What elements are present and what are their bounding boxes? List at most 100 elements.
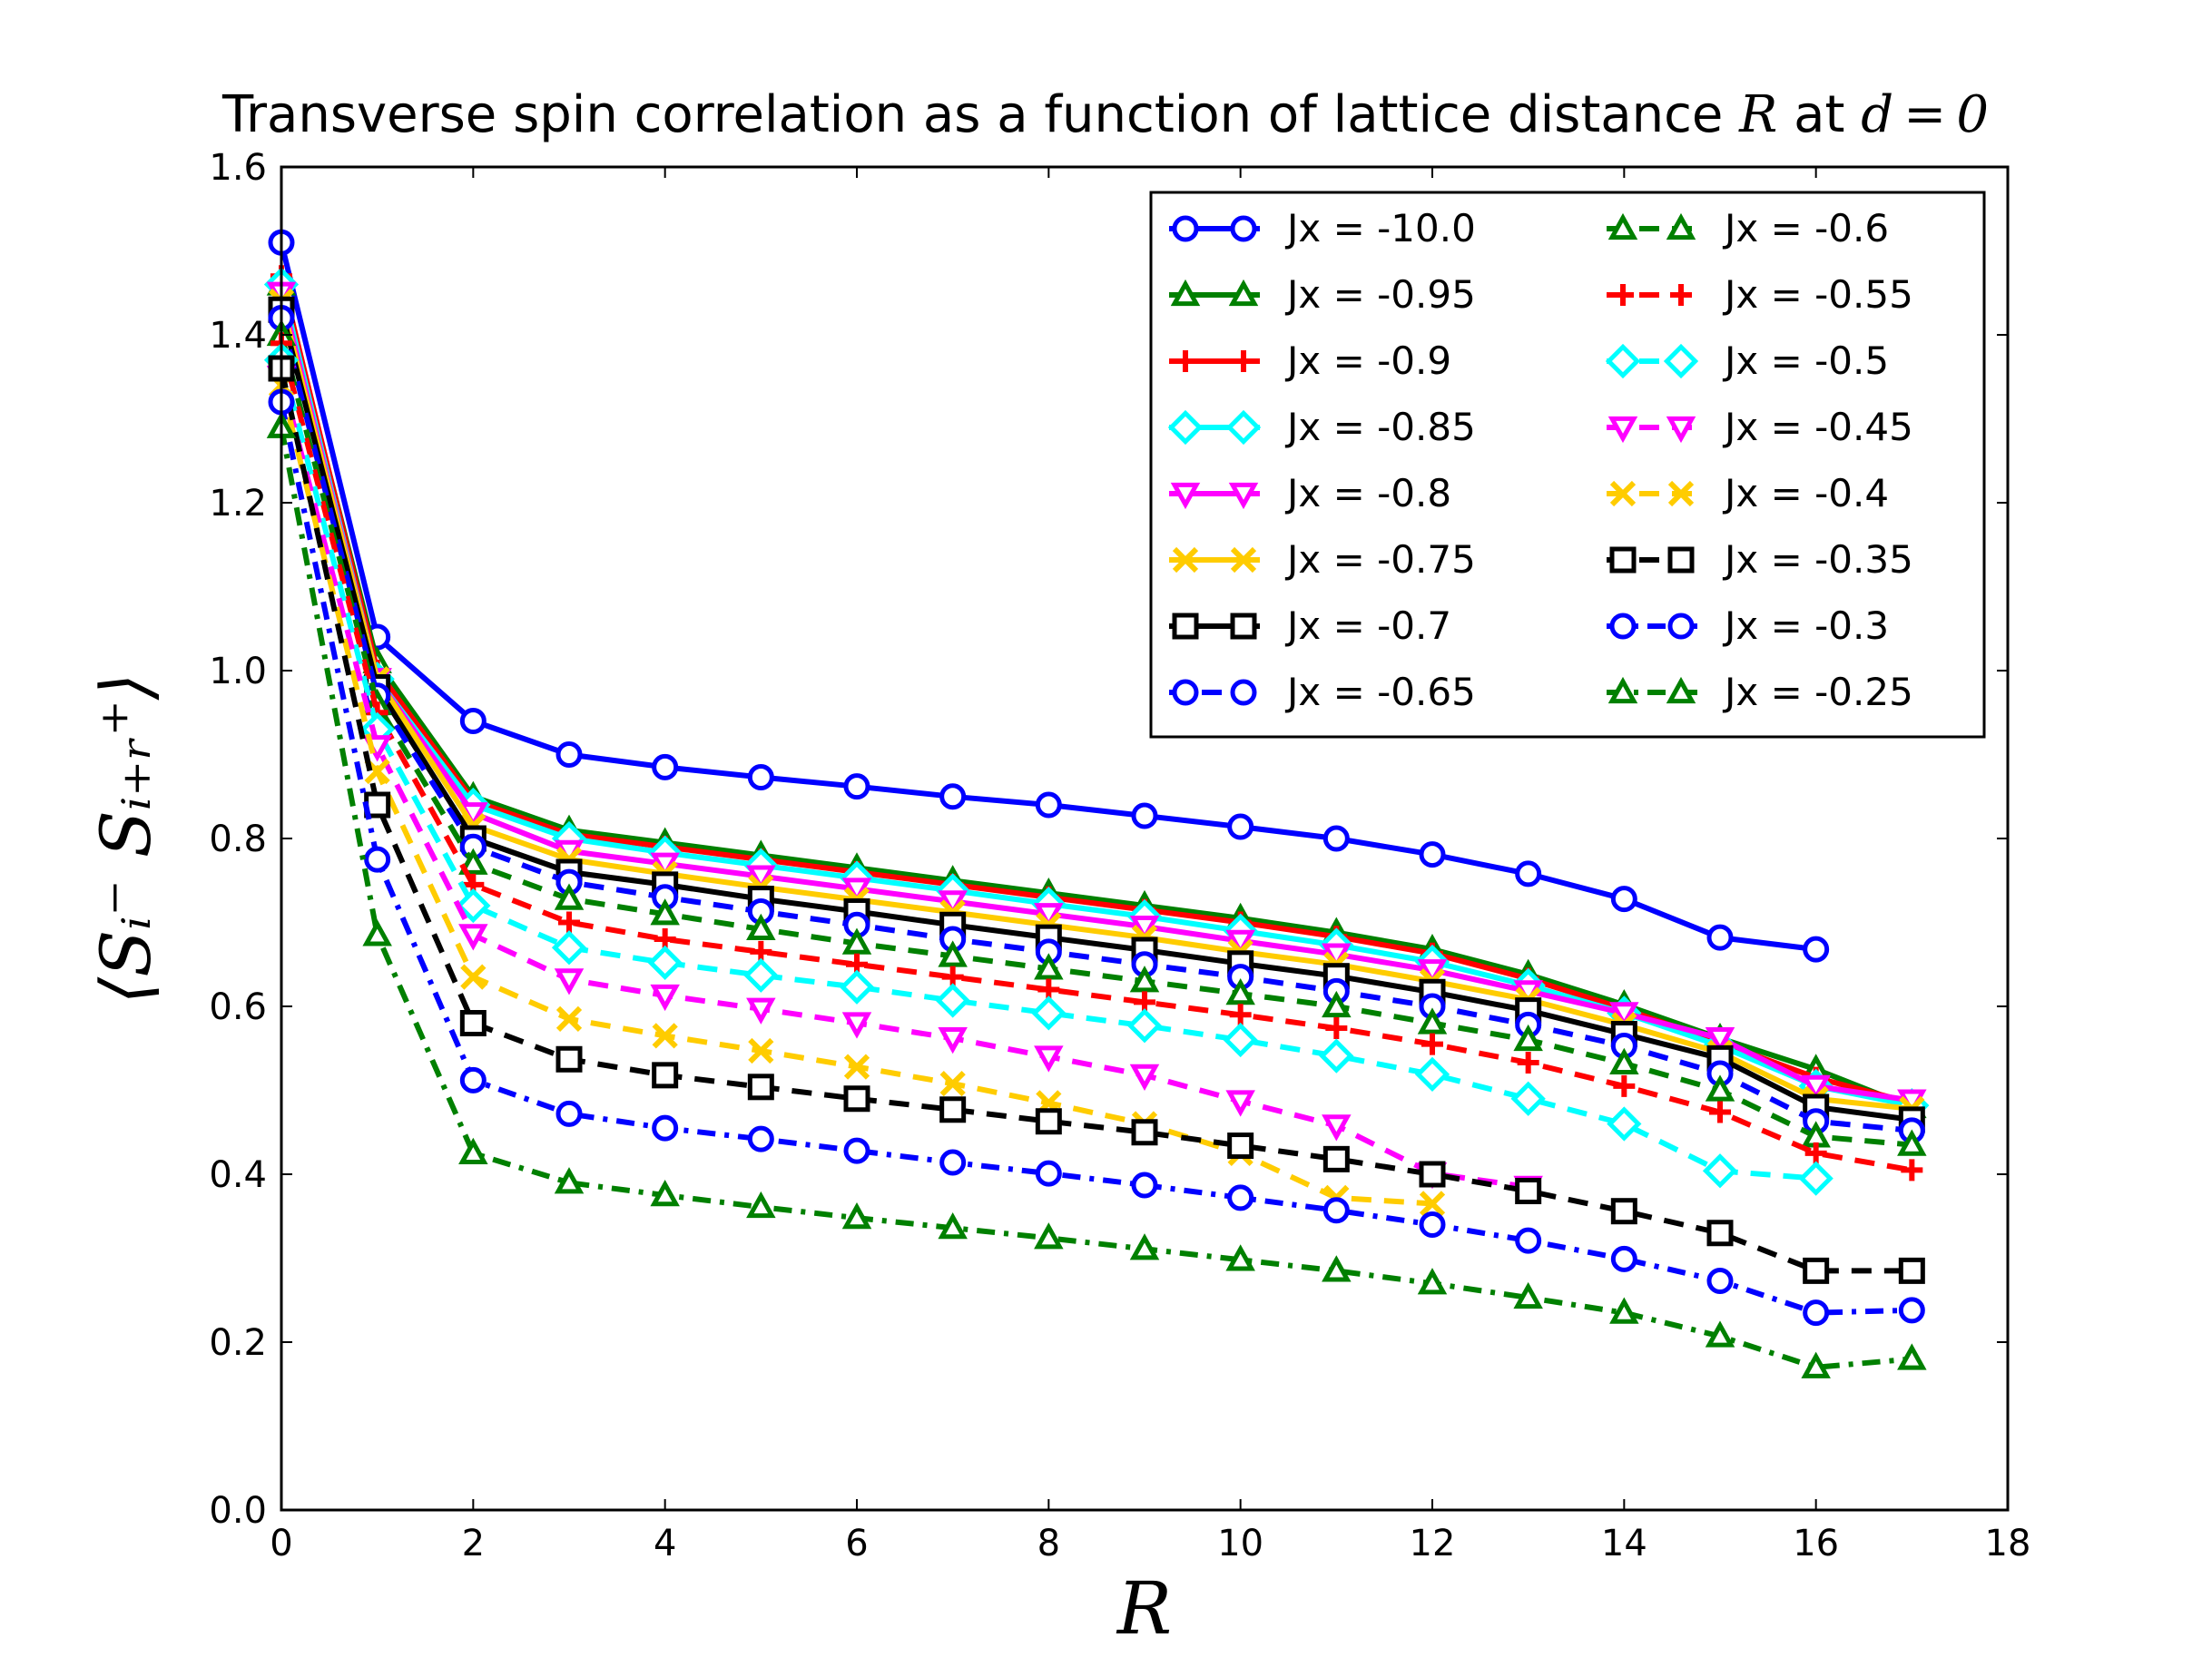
legend-marker [1663,343,1699,379]
data-point [839,969,875,1005]
data-point [1322,1197,1350,1224]
data-point [1897,1129,1927,1156]
data-point [1421,1033,1443,1055]
data-point [1513,1281,1543,1309]
legend-marker [1170,279,1201,307]
data-point [1901,1159,1923,1182]
x-tick-label: 0 [270,1523,292,1564]
legend-frame [1149,191,1986,739]
data-point [1129,1233,1160,1260]
data-point [1319,1038,1354,1074]
series-line [279,283,1913,1110]
y-tick-label: 1.0 [209,651,267,692]
ticks-layer: 0 2 4 6 8 10 12 14 16 18 0.0 0.2 0.4 0.6 0.8 1.0 1.2 1.4 1… [209,147,2030,1564]
data-point [554,883,585,910]
x-tick-label: 6 [845,1523,868,1564]
series-15 [268,388,1925,1327]
data-point [841,878,872,905]
data-point [1798,1161,1834,1196]
data-point [843,773,870,800]
data-point [747,1125,774,1152]
data-point [1801,1074,1831,1103]
data-point [1609,1047,1639,1074]
title-prefix: Transverse spin correlation as a functio… [221,85,1739,144]
y-tick-label: 1.6 [209,147,267,189]
data-point [459,1010,487,1036]
data-point [1515,860,1542,887]
title-equation: d = 0 [1861,85,1989,144]
data-point [1898,1257,1925,1284]
data-point [746,997,776,1025]
data-point [1515,1227,1542,1254]
legend-marker [1172,613,1199,640]
data-point [652,1023,678,1049]
data-point [1803,1299,1830,1327]
legend-label: Jx = -0.5 [1722,338,1889,383]
legend-label: Jx = -0.6 [1722,206,1889,250]
legend-marker [1609,546,1637,574]
data-point [1898,1297,1925,1324]
data-point [747,1074,774,1101]
legend-label: Jx = -0.95 [1284,272,1476,317]
y-tick-label: 1.2 [209,483,267,525]
data-point [1897,1343,1927,1370]
legend-marker [1225,409,1262,446]
data-point [459,708,487,734]
data-point [554,968,585,995]
data-point [1607,1106,1642,1142]
legend-entry: Jx = -0.65 [1169,670,1476,714]
title-mid: at [1777,85,1861,144]
legend-entry: Jx = -0.35 [1607,537,1913,582]
data-point [939,1149,967,1176]
data-point [1610,1198,1637,1225]
data-point [1322,1114,1352,1142]
data-point [935,983,970,1018]
data-point [1325,1017,1348,1040]
data-point [1034,903,1064,930]
data-point [1610,886,1637,913]
data-point [938,1212,968,1240]
legend-entry: Jx = -0.3 [1607,603,1889,648]
legend-label: Jx = -0.25 [1722,670,1913,714]
data-point [1417,1268,1448,1295]
legend-marker [1228,482,1259,510]
legend-marker [1172,546,1199,574]
data-point [555,1005,583,1033]
legend-entry: Jx = -0.5 [1605,338,1889,383]
data-point [652,753,679,780]
data-point [460,964,487,990]
data-point [1709,1101,1731,1123]
data-point [939,1096,967,1123]
legend-entry: Jx = -0.75 [1169,537,1476,582]
legend-marker [1609,480,1637,507]
legend-entry: Jx = -0.6 [1607,206,1889,250]
legend-marker [1667,546,1695,574]
chart-title: Transverse spin correlation as a functio… [221,85,1989,144]
series-14 [268,355,1925,1284]
data-point [1129,966,1160,993]
data-point [1227,1184,1254,1211]
data-point [1229,1004,1252,1026]
legend-label: Jx = -0.75 [1284,537,1476,582]
legend-marker [1170,482,1201,510]
data-point [1223,1022,1258,1058]
data-point [1034,953,1064,980]
legend-marker [1667,613,1695,640]
data-point [1322,1255,1352,1282]
legend-marker [1670,284,1692,306]
legend-marker [1607,676,1638,704]
legend-label: Jx = -10.0 [1284,206,1476,250]
data-point [551,930,587,966]
data-point [841,1201,872,1230]
data-point [1419,1161,1446,1188]
data-point [1705,1320,1735,1348]
legend-label: Jx = -0.8 [1284,471,1451,515]
data-point [647,945,683,981]
legend-entry: Jx = -0.85 [1167,405,1476,449]
data-point [748,1037,774,1064]
y-tick-label: 0.2 [209,1322,267,1364]
data-point [650,1179,680,1207]
data-point [1414,1056,1450,1093]
legend-label: Jx = -0.35 [1722,537,1913,582]
